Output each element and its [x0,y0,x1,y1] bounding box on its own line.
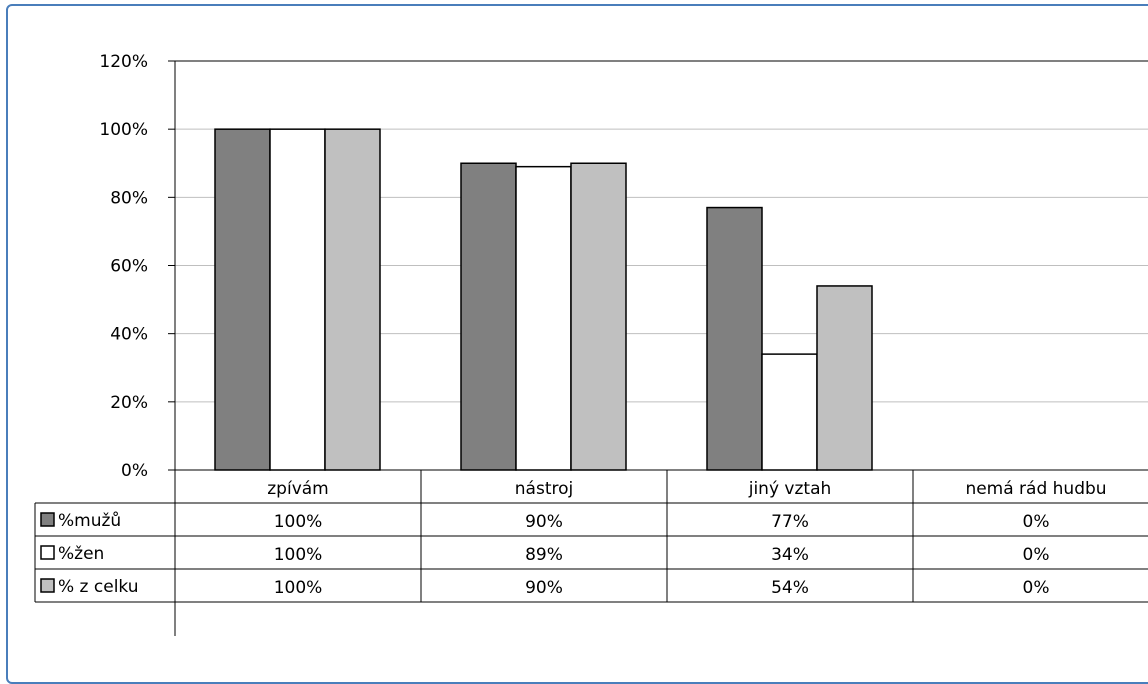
y-tick-label: 0% [121,461,148,481]
category-label: nástroj [515,479,573,499]
bar [706,206,763,471]
legend-key [40,578,55,593]
data-label: 90% [525,512,563,532]
legend-label: % z celku [58,577,139,597]
bar [816,285,873,471]
y-tick-label: 60% [110,257,148,277]
data-label: 100% [274,578,323,598]
data-label: 34% [771,545,809,565]
data-label: 90% [525,578,563,598]
data-label: 100% [274,545,323,565]
y-tick-label: 20% [110,393,148,413]
category-label: nemá rád hudbu [965,479,1106,499]
data-label: 0% [1023,545,1050,565]
data-label: 0% [1023,578,1050,598]
y-tick-label: 120% [99,52,148,72]
bar [269,128,326,471]
data-label: 0% [1023,512,1050,532]
data-label: 77% [771,512,809,532]
category-label: zpívám [267,479,328,499]
legend-label: %žen [58,544,104,564]
legend-key [40,512,55,527]
data-label: 54% [771,578,809,598]
legend-label: %mužů [58,511,121,531]
bar [515,165,572,471]
category-label: jiný vztah [748,479,832,499]
bar [761,353,818,471]
y-tick-label: 100% [99,120,148,140]
y-tick-label: 40% [110,325,148,345]
bar [570,162,627,471]
y-tick-label: 80% [110,188,148,208]
bar [324,128,381,471]
data-label: 89% [525,545,563,565]
bar [214,128,271,471]
legend-key [40,545,55,560]
bar [460,162,517,471]
data-label: 100% [274,512,323,532]
